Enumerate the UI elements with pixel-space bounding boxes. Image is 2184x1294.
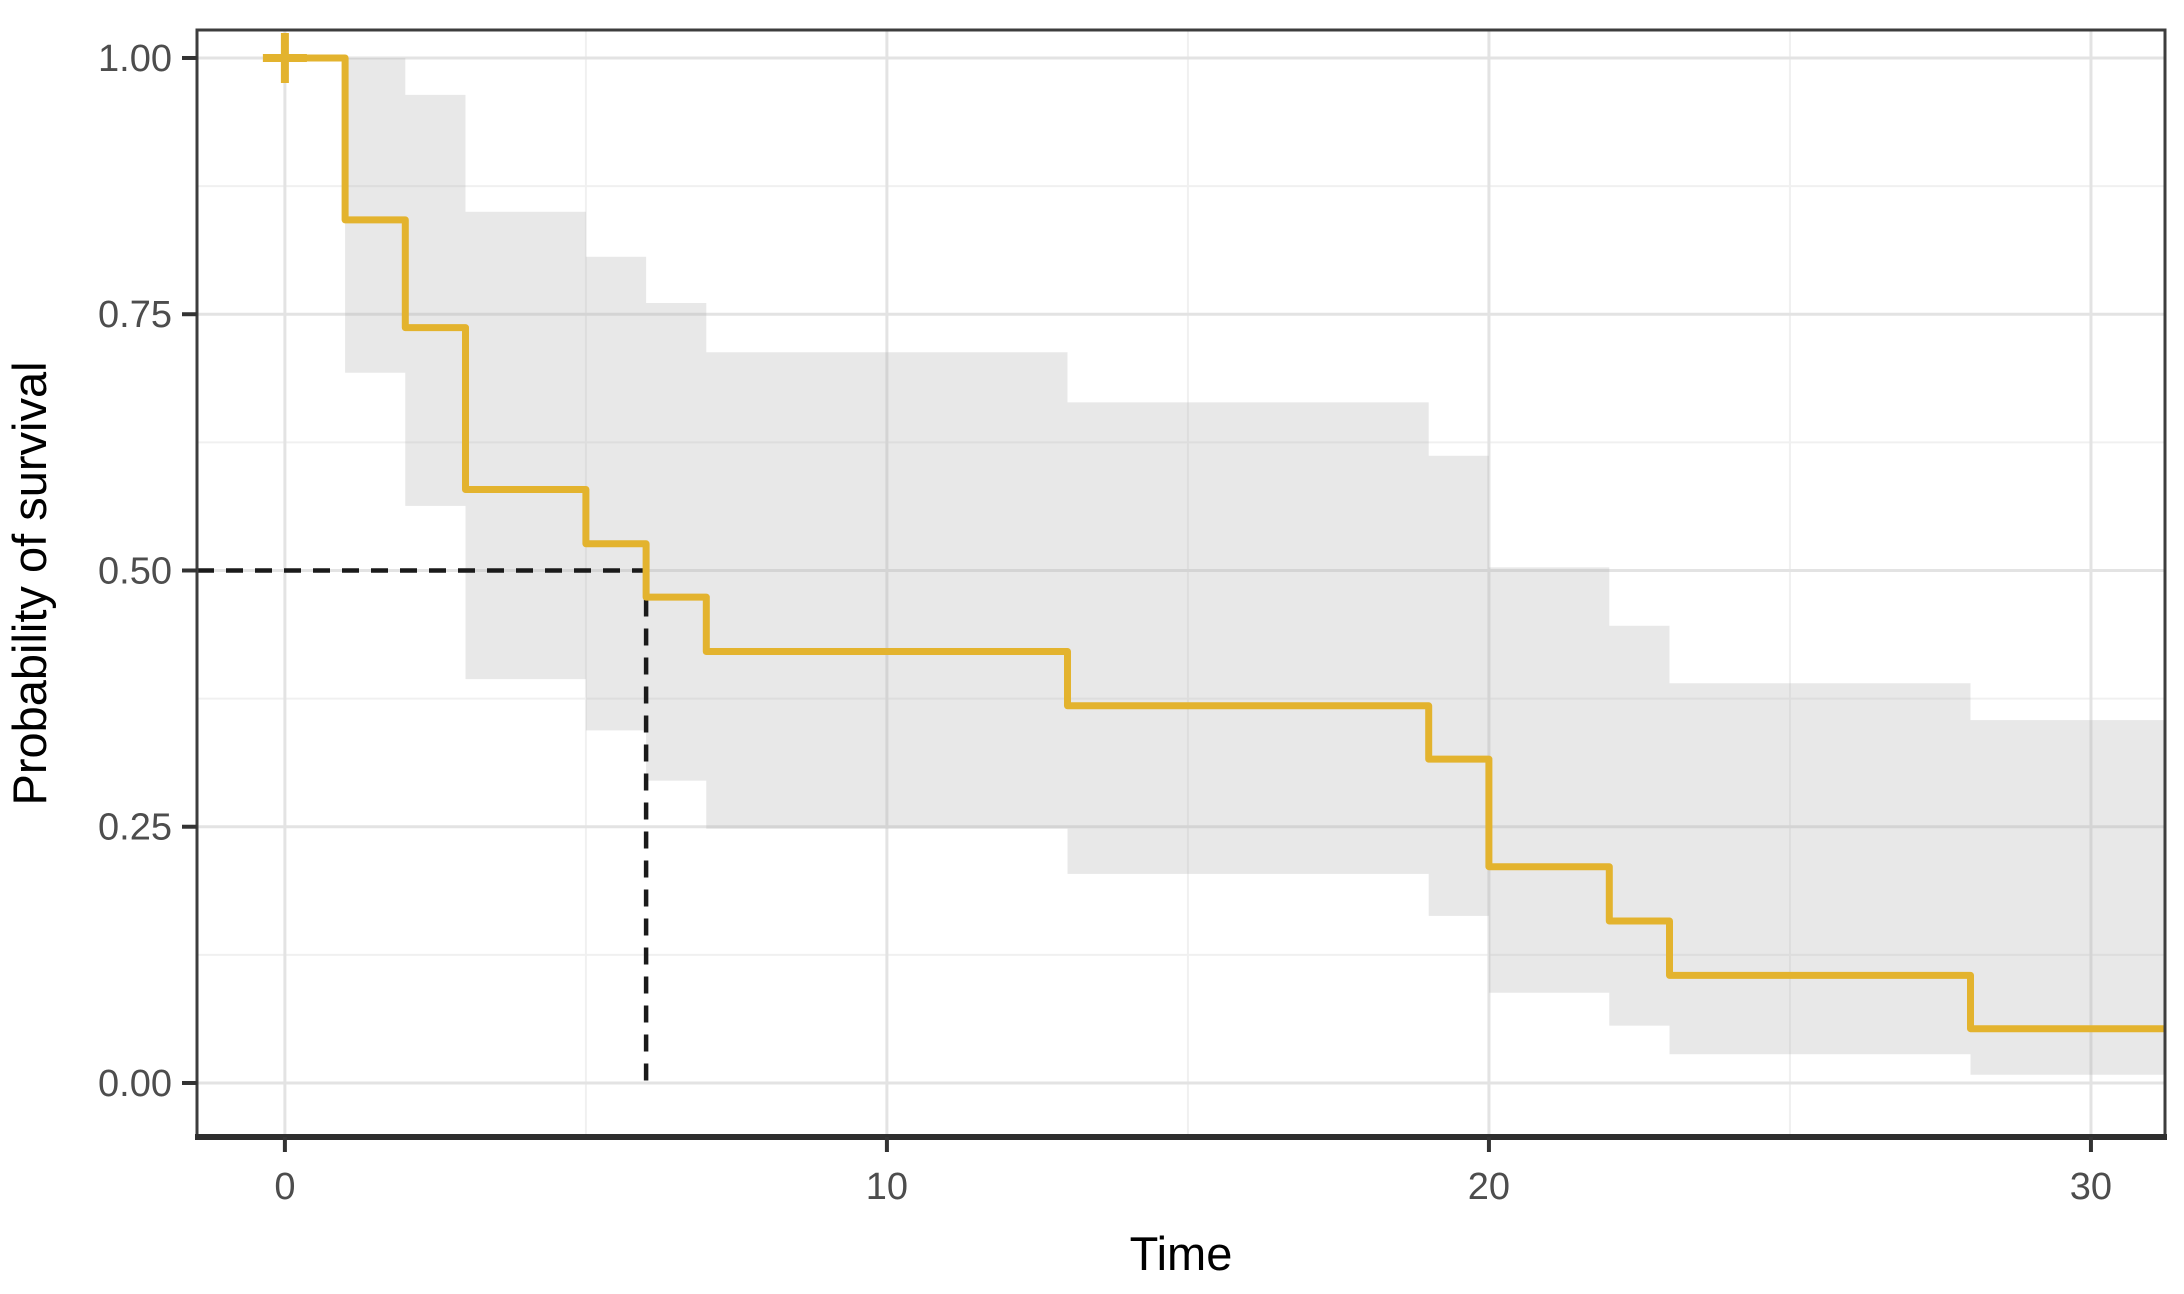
x-tick-label: 10 (866, 1166, 908, 1208)
y-tick-label: 0.25 (98, 807, 172, 849)
x-tick-label: 0 (274, 1166, 295, 1208)
axis-ticks (182, 55, 2093, 1152)
grid-minor (197, 30, 2165, 1137)
y-tick-label: 0.00 (98, 1063, 172, 1105)
y-tick-label: 1.00 (98, 38, 172, 80)
censor-plus-icon (262, 32, 307, 83)
censor-marks (262, 32, 307, 83)
grid-major (197, 30, 2165, 1137)
y-tick-label: 0.75 (98, 294, 172, 336)
x-tick-label: 20 (1468, 1166, 1510, 1208)
median-reference-lines (197, 568, 649, 1083)
survival-curve (284, 54, 2165, 1033)
x-tick-label: 30 (2070, 1166, 2112, 1208)
plot-panel (197, 30, 2165, 1137)
axis-tick-labels: 0 10 20 30 0.00 0.25 0.50 0.75 1.00 (98, 38, 2112, 1208)
confidence-band (345, 58, 2166, 1075)
x-axis-title: Time (1130, 1227, 1233, 1280)
y-axis-title: Probability of survival (3, 361, 56, 805)
y-tick-label: 0.50 (98, 550, 172, 592)
